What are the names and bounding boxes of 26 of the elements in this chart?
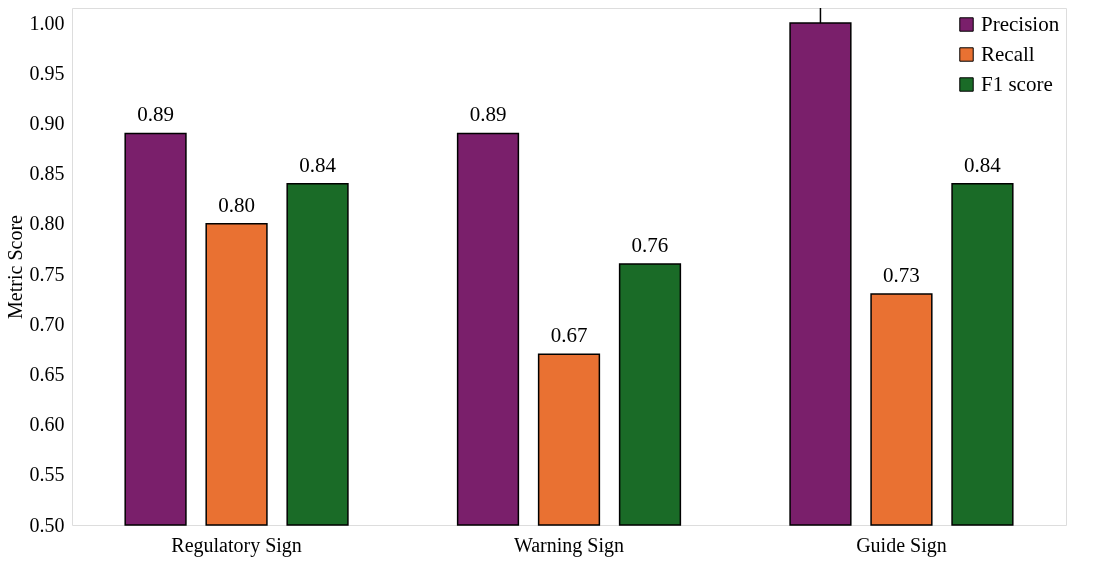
data-label: 0.76 — [631, 232, 669, 257]
legend-label: Recall — [981, 41, 1035, 66]
y-tick-label: 1.00 — [29, 11, 65, 34]
x-tick-label: Warning Sign — [513, 533, 625, 557]
legend-label: F1 score — [981, 71, 1053, 96]
data-label: 0.67 — [550, 323, 588, 348]
data-label: 0.73 — [883, 263, 920, 288]
y-tick-label: 0.60 — [29, 413, 65, 436]
data-label: 0.80 — [218, 192, 255, 217]
y-tick-label: 0.55 — [29, 463, 65, 486]
y-tick-label: 0.75 — [29, 262, 65, 285]
x-tick-label: Regulatory Sign — [171, 533, 302, 557]
data-label: 0.89 — [469, 102, 507, 127]
y-tick-label: 0.50 — [29, 513, 65, 536]
y-tick-label: 0.80 — [29, 212, 65, 235]
data-label: 0.84 — [299, 152, 337, 177]
y-axis-title: Metric Score — [3, 214, 26, 319]
data-label: 0.89 — [137, 102, 174, 127]
data-label: 0.84 — [964, 152, 1002, 177]
y-tick-label: 0.85 — [29, 162, 65, 185]
y-tick-label: 0.95 — [29, 61, 65, 84]
x-tick-label: Guide Sign — [856, 533, 947, 557]
y-tick-label: 0.70 — [29, 312, 65, 335]
y-tick-label: 0.65 — [29, 362, 65, 385]
y-tick-label: 0.90 — [29, 111, 65, 134]
legend-label: Precision — [981, 11, 1060, 36]
